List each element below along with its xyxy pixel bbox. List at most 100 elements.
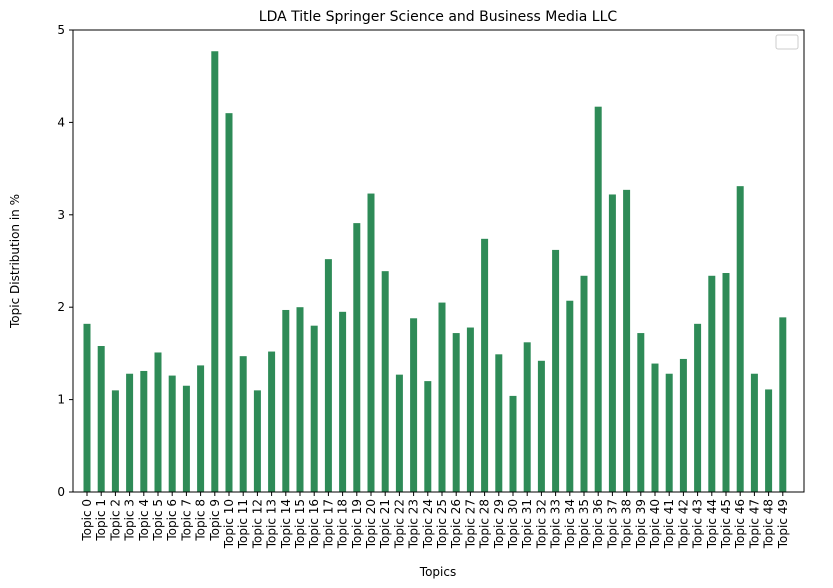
bar bbox=[779, 317, 787, 492]
x-tick-label: Topic 22 bbox=[392, 499, 406, 549]
bar bbox=[765, 389, 773, 492]
bar bbox=[580, 275, 588, 492]
x-tick-label: Topic 28 bbox=[478, 499, 492, 549]
bar bbox=[225, 113, 233, 492]
bar bbox=[452, 333, 460, 492]
x-tick-label: Topic 3 bbox=[123, 499, 137, 542]
x-tick-label: Topic 5 bbox=[151, 499, 165, 542]
x-tick-label: Topic 47 bbox=[747, 499, 761, 549]
x-tick-label: Topic 11 bbox=[236, 499, 250, 549]
bar bbox=[552, 249, 560, 492]
y-axis: 0 1 2 3 4 5 bbox=[57, 23, 73, 499]
x-tick-label: Topic 7 bbox=[179, 499, 193, 542]
bar bbox=[424, 381, 432, 492]
x-tick-label: Topic 48 bbox=[762, 499, 776, 549]
x-tick-label: Topic 23 bbox=[407, 499, 421, 549]
x-tick-label: Topic 39 bbox=[634, 499, 648, 549]
x-tick-label: Topic 33 bbox=[549, 499, 563, 549]
bar bbox=[154, 352, 162, 492]
bar bbox=[310, 325, 318, 492]
bar bbox=[324, 259, 332, 492]
x-tick-label: Topic 17 bbox=[321, 499, 335, 549]
x-tick-label: Topic 40 bbox=[648, 499, 662, 549]
bar bbox=[140, 370, 148, 492]
x-axis: Topic 0 Topic 1 Topic 2 Topic 3 Topic 4 Topic… bbox=[80, 492, 790, 549]
bar bbox=[395, 374, 403, 492]
bar bbox=[637, 333, 645, 492]
y-tick-label: 1 bbox=[57, 393, 65, 407]
bar bbox=[353, 223, 361, 492]
x-tick-label: Topic 15 bbox=[293, 499, 307, 549]
x-axis-label: Topics bbox=[419, 565, 456, 579]
x-tick-label: Topic 34 bbox=[563, 499, 577, 549]
x-tick-label: Topic 4 bbox=[137, 499, 151, 542]
bar bbox=[182, 385, 190, 492]
x-tick-label: Topic 38 bbox=[620, 499, 634, 549]
bar bbox=[97, 346, 105, 492]
bar bbox=[466, 327, 474, 492]
bar bbox=[608, 194, 616, 492]
x-tick-label: Topic 8 bbox=[194, 499, 208, 542]
x-tick-label: Topic 43 bbox=[691, 499, 705, 549]
y-tick-label: 5 bbox=[57, 23, 65, 37]
x-tick-label: Topic 19 bbox=[350, 499, 364, 549]
x-tick-label: Topic 35 bbox=[577, 499, 591, 549]
x-tick-label: Topic 27 bbox=[463, 499, 477, 549]
x-tick-label: Topic 49 bbox=[776, 499, 790, 549]
x-tick-label: Topic 32 bbox=[534, 499, 548, 549]
legend-box bbox=[775, 34, 799, 50]
x-tick-label: Topic 31 bbox=[520, 499, 534, 549]
x-tick-label: Topic 16 bbox=[307, 499, 321, 549]
x-tick-label: Topic 25 bbox=[435, 499, 449, 549]
bar bbox=[381, 271, 389, 492]
bar bbox=[367, 193, 375, 493]
x-tick-label: Topic 21 bbox=[378, 499, 392, 549]
x-tick-label: Topic 29 bbox=[492, 499, 506, 549]
bar bbox=[168, 375, 176, 492]
bar bbox=[211, 51, 219, 492]
y-tick-label: 2 bbox=[57, 300, 65, 314]
bar bbox=[509, 395, 517, 492]
x-tick-label: Topic 45 bbox=[719, 499, 733, 549]
bar bbox=[566, 300, 574, 492]
y-tick-label: 0 bbox=[57, 485, 65, 499]
y-tick-label: 3 bbox=[57, 208, 65, 222]
bar bbox=[651, 363, 659, 492]
bar bbox=[438, 302, 446, 492]
x-tick-label: Topic 44 bbox=[705, 499, 719, 549]
y-axis-label: Topic Distribution in % bbox=[8, 194, 22, 329]
x-tick-label: Topic 24 bbox=[421, 499, 435, 549]
x-tick-label: Topic 18 bbox=[336, 499, 350, 549]
x-tick-label: Topic 0 bbox=[80, 499, 94, 542]
bar bbox=[410, 318, 418, 492]
bar bbox=[736, 186, 744, 492]
chart-title: LDA Title Springer Science and Business … bbox=[259, 9, 618, 25]
bar bbox=[296, 307, 304, 492]
bar bbox=[694, 323, 702, 492]
x-tick-label: Topic 9 bbox=[208, 499, 222, 542]
x-tick-label: Topic 26 bbox=[449, 499, 463, 549]
bar bbox=[523, 342, 531, 492]
x-tick-label: Topic 14 bbox=[279, 499, 293, 549]
bar bbox=[537, 360, 545, 492]
x-tick-label: Topic 13 bbox=[265, 499, 279, 549]
bar bbox=[481, 238, 489, 492]
bar bbox=[495, 354, 503, 492]
x-tick-label: Topic 36 bbox=[591, 499, 605, 549]
x-tick-label: Topic 6 bbox=[165, 499, 179, 542]
x-tick-label: Topic 10 bbox=[222, 499, 236, 549]
x-tick-label: Topic 46 bbox=[733, 499, 747, 549]
y-tick-label: 4 bbox=[57, 115, 65, 129]
bar bbox=[750, 373, 758, 492]
x-tick-label: Topic 42 bbox=[676, 499, 690, 549]
bar bbox=[253, 390, 261, 492]
x-tick-label: Topic 12 bbox=[250, 499, 264, 549]
bar bbox=[197, 365, 205, 492]
x-tick-label: Topic 20 bbox=[364, 499, 378, 549]
bar bbox=[268, 351, 276, 492]
bar bbox=[239, 356, 247, 492]
bar bbox=[623, 189, 631, 492]
bar bbox=[339, 311, 347, 492]
bar bbox=[679, 358, 687, 492]
